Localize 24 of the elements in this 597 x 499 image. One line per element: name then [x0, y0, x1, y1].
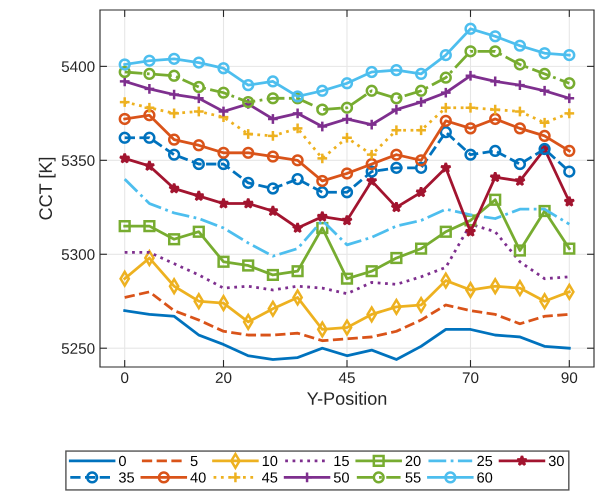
legend-label: 50 [334, 472, 349, 483]
y-tick-label: 5250 [62, 343, 95, 354]
legend-label: 0 [118, 456, 126, 466]
y-tick-label: 5350 [62, 155, 95, 166]
x-tick-label: 70 [462, 372, 478, 384]
legend-label: 45 [262, 472, 278, 483]
legend-label: 40 [190, 472, 206, 483]
x-tick-label: 0 [121, 372, 128, 384]
x-axis-title: Y-Position [307, 392, 386, 405]
legend-label: 20 [406, 456, 421, 466]
x-tick-label: 45 [338, 372, 355, 384]
y-tick-label: 5300 [62, 249, 95, 260]
legend-label: 55 [406, 472, 421, 483]
legend-label: 60 [477, 472, 492, 483]
legend-label: 15 [334, 456, 349, 466]
y-axis-title: CCT [K] [38, 158, 56, 220]
legend-label: 10 [262, 456, 278, 466]
legend-label: 30 [548, 456, 564, 466]
legend-label: 35 [118, 472, 134, 483]
x-tick-label: 90 [562, 372, 578, 384]
legend-label: 5 [190, 456, 198, 466]
y-tick-label: 5400 [62, 61, 95, 72]
legend-label: 25 [477, 456, 492, 466]
x-tick-label: 20 [216, 372, 232, 384]
